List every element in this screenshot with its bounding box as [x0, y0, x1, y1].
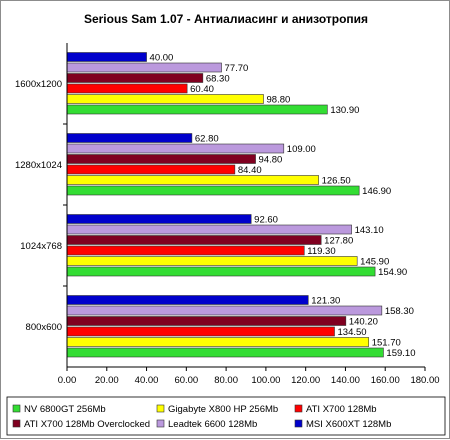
legend-label: NV 6800GT 256Mb [24, 404, 106, 415]
bar [66, 224, 352, 235]
data-label: 127.80 [324, 235, 353, 246]
data-label: 158.30 [385, 306, 414, 317]
data-label: 98.80 [267, 94, 291, 105]
data-label: 68.30 [206, 73, 230, 84]
bar [66, 83, 188, 94]
data-label: 121.30 [311, 295, 340, 306]
data-label: 130.90 [330, 105, 359, 116]
bar [66, 316, 347, 326]
x-tick-label: 140.00 [331, 375, 360, 386]
legend-box [6, 396, 446, 436]
x-tick-label: 0.00 [58, 375, 77, 386]
legend-swatch [294, 419, 303, 428]
category-label: 800x600 [26, 322, 62, 333]
data-label: 159.10 [386, 348, 415, 359]
data-label: 109.00 [287, 144, 316, 155]
category-label: 1600x1200 [15, 79, 62, 90]
legend-swatch [156, 419, 165, 428]
bar [66, 94, 264, 104]
x-tick-label: 180.00 [410, 375, 439, 386]
legend-label: ATI X700 128Mb [306, 404, 377, 415]
data-label: 60.40 [190, 84, 214, 95]
legend-swatch [294, 404, 303, 413]
x-tick-label: 160.00 [371, 375, 400, 386]
legend-swatch [156, 404, 165, 413]
bar [66, 73, 204, 83]
bar [66, 326, 335, 337]
bar [66, 164, 236, 175]
data-label: 140.20 [349, 316, 378, 327]
data-label: 84.40 [238, 165, 262, 176]
data-label: 145.90 [360, 256, 389, 267]
data-label: 134.50 [338, 327, 367, 338]
legend-label: Gigabyte X800 HP 256Mb [168, 404, 278, 415]
bar [66, 154, 256, 164]
data-label: 94.80 [259, 154, 283, 165]
category-label: 1024x768 [20, 241, 62, 252]
data-label: 92.60 [254, 214, 278, 225]
x-tick-label: 20.00 [95, 375, 119, 386]
bar [66, 185, 360, 196]
bar [66, 175, 319, 185]
bar [66, 143, 285, 154]
legend-swatch [12, 404, 21, 413]
data-label: 77.70 [225, 63, 249, 74]
x-tick-label: 100.00 [251, 375, 280, 386]
bar [66, 104, 328, 115]
data-label: 146.90 [362, 186, 391, 197]
bar [66, 337, 370, 347]
legend-swatch [12, 419, 21, 428]
data-label: 40.00 [150, 52, 174, 63]
data-label: 143.10 [355, 225, 384, 236]
bar [66, 305, 383, 316]
bar [66, 295, 309, 305]
legend-label: MSI X600XT 128Mb [306, 419, 391, 430]
x-tick-label: 120.00 [291, 375, 320, 386]
bar [66, 133, 193, 143]
data-label: 151.70 [372, 337, 401, 348]
bar [66, 235, 322, 245]
bar [66, 256, 358, 266]
chart-title: Serious Sam 1.07 - Антиалиасинг и анизот… [84, 12, 368, 26]
data-label: 62.80 [195, 133, 219, 144]
x-tick-label: 80.00 [214, 375, 238, 386]
legend-label: Leadtek 6600 128Mb [168, 419, 257, 430]
x-tick-label: 40.00 [135, 375, 159, 386]
category-label: 1280x1024 [15, 160, 62, 171]
data-label: 126.50 [322, 175, 351, 186]
x-tick-label: 60.00 [174, 375, 198, 386]
data-label: 154.90 [378, 267, 407, 278]
bar [66, 245, 305, 256]
legend-label: ATI X700 128Mb Overclocked [24, 419, 150, 430]
bar [66, 62, 222, 73]
bar [66, 347, 384, 358]
bar [66, 266, 376, 277]
data-label: 119.30 [307, 246, 335, 257]
bar [66, 214, 252, 224]
bar [66, 52, 147, 62]
